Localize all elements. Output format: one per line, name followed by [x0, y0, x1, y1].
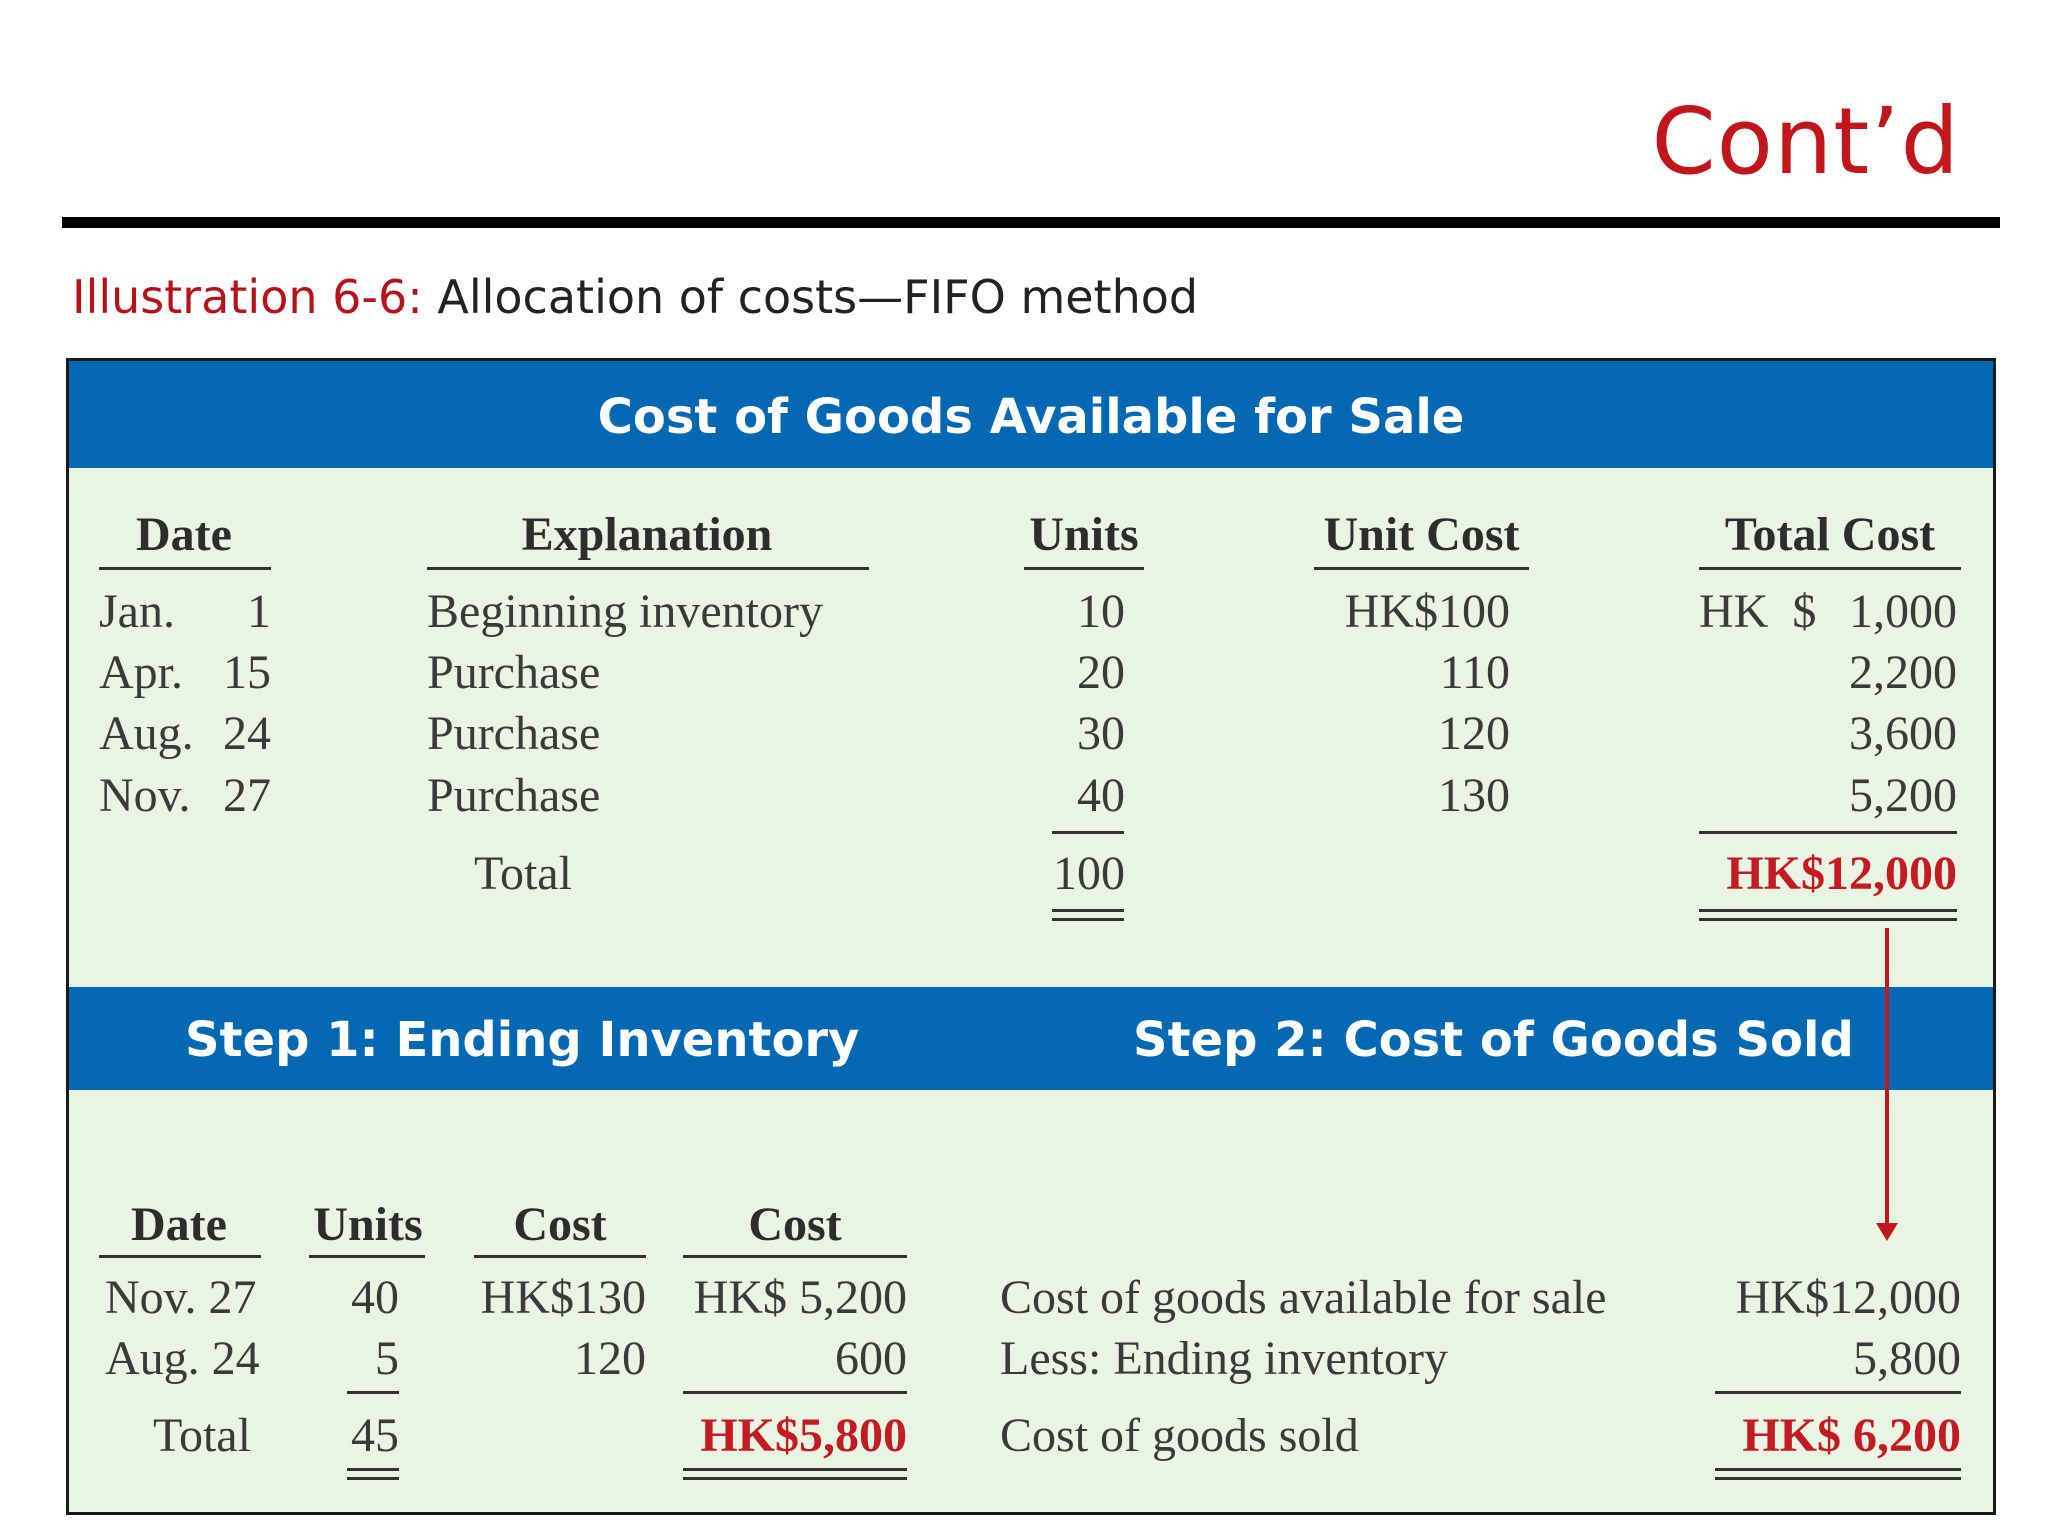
step1-header-date: Date [131, 1198, 227, 1251]
step1-total-units: 45 [351, 1409, 399, 1462]
step2-line-label: Less: Ending inventory [1000, 1332, 1448, 1385]
contd-heading: Cont’d [1651, 88, 1960, 195]
row-unit-cost: HK$100 [1344, 585, 1510, 638]
total-cost-value: HK$12,000 [1726, 847, 1957, 900]
step1-total-value: HK$5,800 [700, 1409, 907, 1462]
row-month: Apr. [99, 646, 183, 699]
row-explanation: Purchase [427, 707, 601, 760]
illustration-caption: Illustration 6-6: Allocation of costs—FI… [72, 270, 1198, 324]
row-unit-cost: 130 [1438, 769, 1510, 822]
step2-result-label: Cost of goods sold [1000, 1409, 1359, 1462]
row-day: 15 [223, 646, 271, 699]
row-month: Nov. [99, 769, 191, 822]
step1-row-date: Aug. 24 [105, 1332, 260, 1385]
header-date: Date [136, 508, 232, 561]
step1-date-underline [99, 1255, 261, 1258]
row-total-cost-prefix: HK $ [1699, 585, 1817, 638]
header-explanation-underline [427, 567, 869, 570]
row-total-cost: 2,200 [1849, 646, 1957, 699]
total-cost-subtotal-rule [1699, 831, 1957, 834]
row-month: Jan. [99, 585, 175, 638]
step2-double-rule-1 [1715, 1468, 1961, 1471]
header-unit-cost: Unit Cost [1323, 508, 1520, 561]
row-day: 24 [223, 707, 271, 760]
step1-row-total: HK$ 5,200 [693, 1271, 907, 1324]
row-units: 10 [1077, 585, 1125, 638]
header-date-underline [99, 567, 271, 570]
arrow-down-icon [1876, 1223, 1898, 1241]
heading-rule [62, 217, 2000, 228]
row-unit-cost: 110 [1439, 646, 1510, 699]
step1-header-units: Units [313, 1198, 423, 1251]
step2-title: Step 2: Cost of Goods Sold [1133, 1012, 1854, 1068]
step1-units-double-rule-2 [347, 1477, 399, 1480]
header-total-cost: Total Cost [1724, 508, 1936, 561]
step1-row-cost: HK$130 [480, 1271, 646, 1324]
illustration-label: Illustration 6-6: [72, 270, 423, 324]
step1-row-cost: 120 [574, 1332, 646, 1385]
step1-units-double-rule-1 [347, 1468, 399, 1471]
header-unit-cost-underline [1314, 567, 1529, 570]
row-explanation: Purchase [427, 769, 601, 822]
step1-total-double-rule-1 [683, 1468, 907, 1471]
step1-cost-underline [474, 1255, 646, 1258]
arrow-line [1885, 928, 1889, 1226]
step1-total-double-rule-2 [683, 1477, 907, 1480]
units-double-rule-2 [1052, 918, 1124, 921]
total-double-rule-2 [1699, 918, 1957, 921]
header-explanation: Explanation [521, 508, 773, 561]
step1-total-label: Total [153, 1409, 251, 1462]
units-subtotal-rule [1052, 831, 1124, 834]
header-units: Units [1029, 508, 1139, 561]
step2-subtotal-rule [1715, 1391, 1961, 1394]
illustration-title: Allocation of costs—FIFO method [437, 270, 1199, 324]
step1-row-units: 40 [351, 1271, 399, 1324]
header-units-underline [1024, 567, 1144, 570]
row-day: 1 [247, 585, 271, 638]
step2-double-rule-2 [1715, 1477, 1961, 1480]
row-month: Aug. [99, 707, 194, 760]
step1-row-units: 5 [375, 1332, 399, 1385]
step2-line-value: HK$12,000 [1735, 1271, 1961, 1324]
step1-row-date: Nov. 27 [105, 1271, 257, 1324]
step1-units-subtotal-rule [347, 1391, 399, 1394]
step1-header-cost: Cost [513, 1198, 607, 1251]
step1-units-underline [309, 1255, 425, 1258]
total-double-rule-1 [1699, 909, 1957, 912]
cost-available-band: Cost of Goods Available for Sale [69, 361, 1993, 468]
row-units: 40 [1077, 769, 1125, 822]
row-units: 20 [1077, 646, 1125, 699]
step1-row-total: 600 [835, 1332, 907, 1385]
step2-result-value: HK$ 6,200 [1742, 1409, 1961, 1462]
row-explanation: Beginning inventory [427, 585, 823, 638]
fifo-illustration-panel: Cost of Goods Available for Sale Date Ex… [66, 358, 1996, 1515]
header-total-cost-underline [1699, 567, 1961, 570]
row-total-cost: 3,600 [1849, 707, 1957, 760]
row-unit-cost: 120 [1438, 707, 1510, 760]
step1-header-total: Cost [748, 1198, 842, 1251]
step2-line-value: 5,800 [1853, 1332, 1961, 1385]
steps-band: Step 1: Ending Inventory Step 2: Cost of… [69, 987, 1993, 1090]
cost-available-title: Cost of Goods Available for Sale [597, 389, 1465, 445]
row-total-cost: 5,200 [1849, 769, 1957, 822]
total-label: Total [474, 847, 572, 900]
total-units: 100 [1053, 847, 1125, 900]
step1-title: Step 1: Ending Inventory [185, 1012, 860, 1068]
step2-line-label: Cost of goods available for sale [1000, 1271, 1607, 1324]
step1-total-underline [683, 1255, 907, 1258]
units-double-rule-1 [1052, 909, 1124, 912]
step1-total-subtotal-rule [683, 1391, 907, 1394]
row-units: 30 [1077, 707, 1125, 760]
row-explanation: Purchase [427, 646, 601, 699]
row-total-cost: 1,000 [1849, 585, 1957, 638]
row-day: 27 [223, 769, 271, 822]
